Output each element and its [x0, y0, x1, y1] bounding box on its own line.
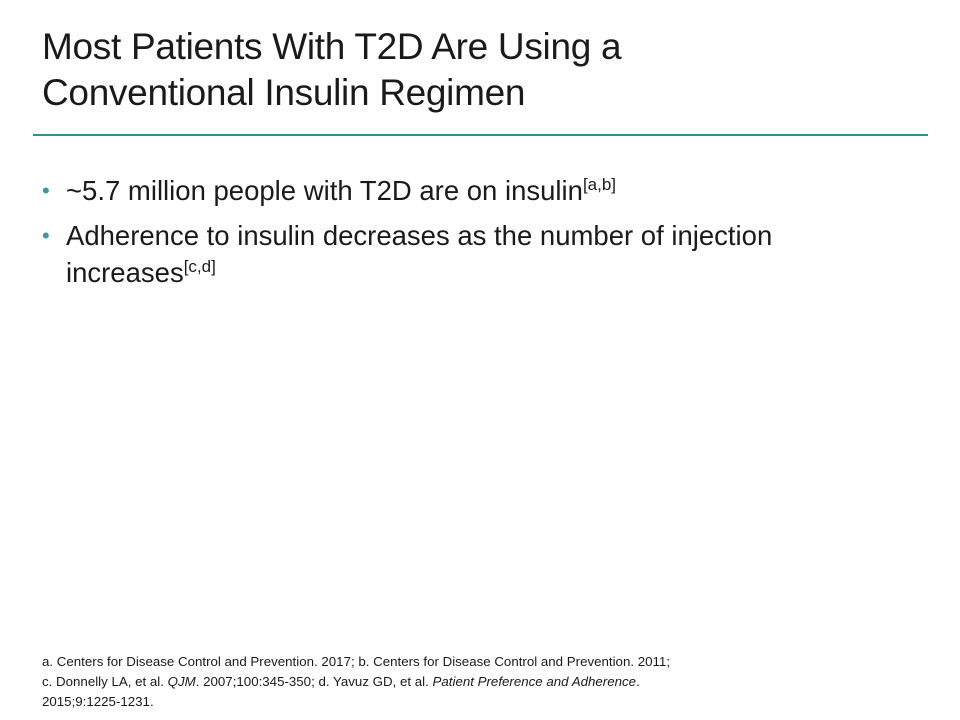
reference-line-2: c. Donnelly LA, et al. QJM. 2007;100:345… — [42, 672, 922, 692]
slide-title: Most Patients With T2D Are Using a Conve… — [42, 24, 922, 116]
reference-text: c. Donnelly LA, et al. — [42, 674, 168, 689]
bullet-item: • Adherence to insulin decreases as the … — [42, 217, 822, 291]
bullet-dot-icon: • — [42, 178, 50, 203]
title-divider — [33, 134, 928, 136]
title-line-2: Conventional Insulin Regimen — [42, 72, 526, 113]
bullet-dot-icon: • — [42, 223, 50, 248]
bullet-citation: [a,b] — [582, 175, 617, 194]
bullet-item: • ~5.7 million people with T2D are on in… — [42, 172, 822, 209]
reference-line-3: 2015;9:1225-1231. — [42, 694, 154, 709]
reference-line-1: a. Centers for Disease Control and Preve… — [42, 654, 671, 669]
bullet-citation: [c,d] — [183, 257, 216, 276]
journal-name: Patient Preference and Adherence — [432, 674, 637, 689]
journal-name: QJM — [167, 674, 196, 689]
bullet-list: • ~5.7 million people with T2D are on in… — [42, 172, 822, 299]
bullet-text: Adherence to insulin decreases as the nu… — [66, 220, 773, 288]
reference-text: . — [636, 674, 640, 689]
reference-text: . 2007;100:345-350; d. Yavuz GD, et al. — [195, 674, 433, 689]
title-line-1: Most Patients With T2D Are Using a — [42, 26, 622, 67]
bullet-text: ~5.7 million people with T2D are on insu… — [66, 175, 583, 206]
references: a. Centers for Disease Control and Preve… — [42, 652, 922, 712]
